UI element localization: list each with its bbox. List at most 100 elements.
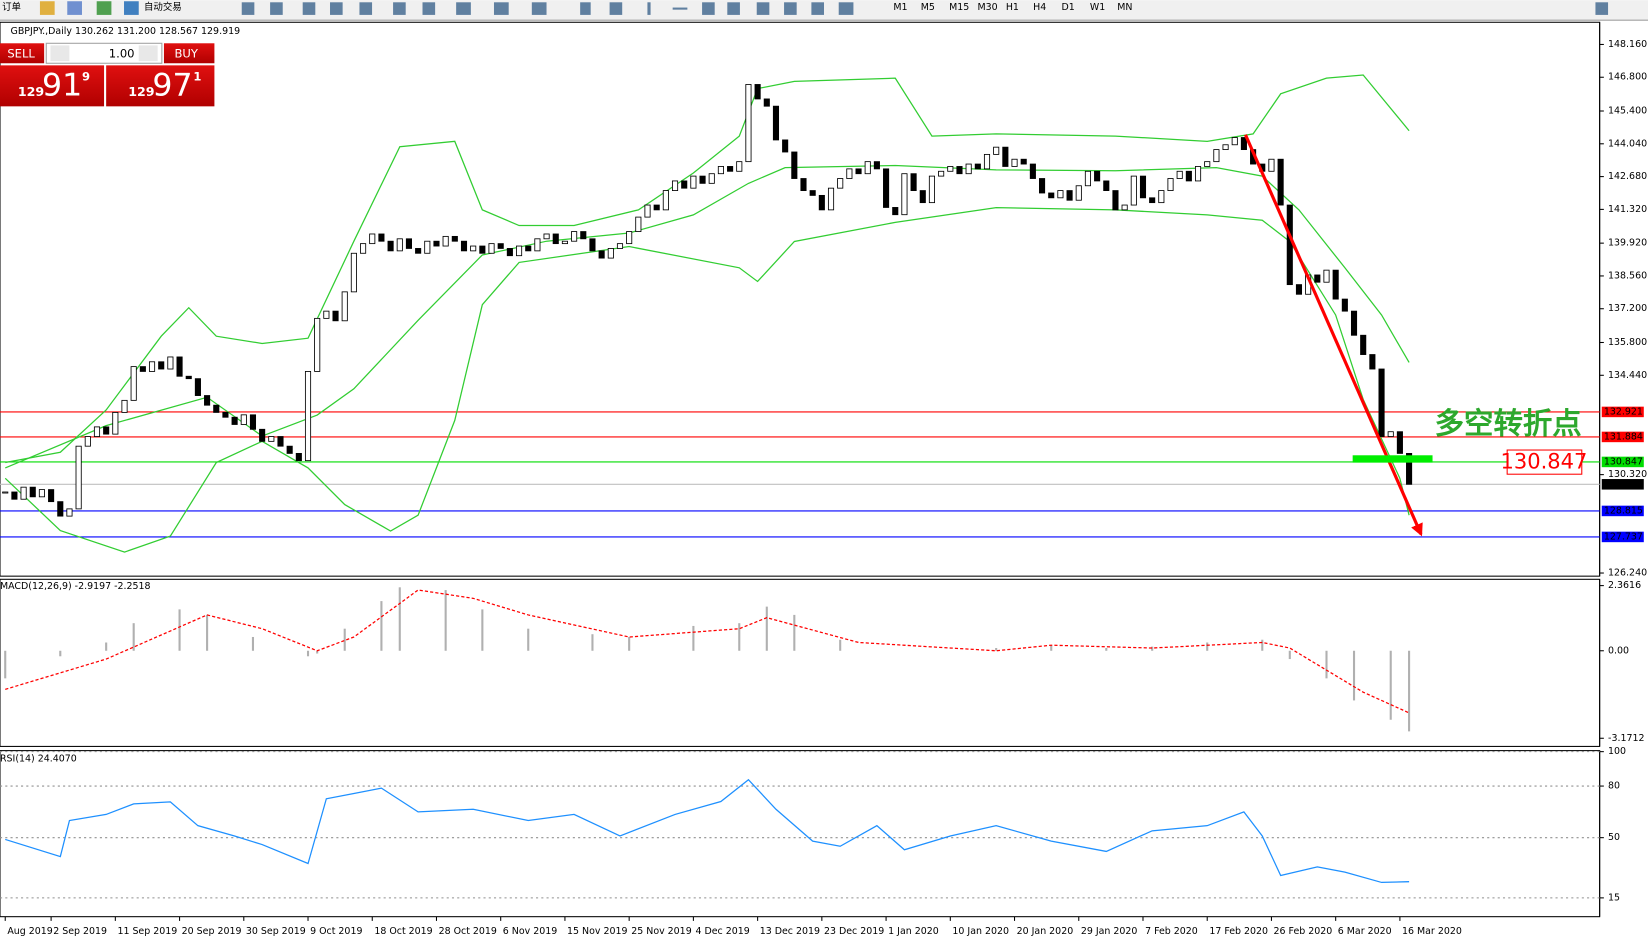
price-level-box — [1601, 505, 1644, 517]
icon[interactable] — [647, 2, 651, 15]
icon[interactable] — [756, 2, 770, 15]
candle — [1139, 175, 1147, 199]
lots-value[interactable]: 1.00 — [109, 46, 135, 60]
indicator-line — [5, 74, 1410, 464]
candle — [855, 168, 862, 175]
timeframe-button[interactable]: M5 — [921, 2, 935, 13]
icon[interactable] — [241, 2, 255, 15]
buy-button[interactable] — [163, 43, 215, 64]
bid-big-figure: 129 — [18, 84, 44, 99]
candle — [827, 187, 835, 211]
candle — [1130, 175, 1137, 206]
icon[interactable] — [302, 2, 316, 15]
icon[interactable] — [39, 1, 55, 15]
candle — [93, 426, 101, 437]
icon[interactable] — [124, 1, 139, 15]
icon[interactable] — [393, 2, 406, 15]
candle — [1066, 190, 1073, 201]
candle — [717, 166, 724, 175]
buy-label[interactable]: BUY — [174, 46, 198, 60]
timeframe-button[interactable]: H1 — [1006, 2, 1019, 13]
icon[interactable] — [493, 2, 509, 15]
icon[interactable] — [67, 1, 82, 15]
icon[interactable] — [672, 7, 688, 10]
timeframe-button[interactable]: W1 — [1090, 2, 1105, 13]
icon[interactable] — [702, 2, 715, 15]
x-tick-label: 15 Nov 2019 — [567, 926, 627, 937]
x-tick-label: 20 Sep 2019 — [182, 926, 242, 937]
candle — [754, 84, 761, 100]
annotation: 多空转折点 — [1435, 406, 1582, 440]
candle — [644, 204, 651, 218]
lots-input[interactable] — [45, 42, 163, 64]
x-tick-label: 26 Feb 2020 — [1274, 926, 1333, 937]
icon[interactable] — [359, 2, 373, 15]
icon[interactable] — [609, 2, 623, 15]
candle — [1341, 298, 1348, 312]
candle — [552, 233, 559, 245]
candle — [616, 243, 624, 249]
timeframe-button[interactable]: D1 — [1062, 2, 1075, 13]
candle — [148, 361, 156, 372]
icon[interactable] — [531, 2, 547, 15]
lots-down[interactable] — [50, 45, 70, 62]
candle — [1240, 137, 1247, 151]
candle — [268, 436, 275, 442]
bid-box[interactable] — [0, 65, 105, 107]
timeframe-button[interactable]: M1 — [893, 2, 907, 13]
sell-label[interactable]: SELL — [7, 46, 35, 60]
candle — [497, 243, 504, 249]
candle — [516, 245, 523, 257]
icon[interactable] — [727, 2, 740, 15]
y-tick-label: 0.00 — [1608, 645, 1629, 656]
candle — [580, 231, 587, 240]
candle — [763, 98, 770, 107]
sell-button[interactable] — [0, 43, 45, 64]
candle — [167, 356, 174, 370]
timeframe-button[interactable]: MN — [1117, 2, 1132, 13]
candle — [259, 428, 266, 442]
auto-trade-button[interactable]: 自动交易 — [144, 1, 182, 13]
timeframe-button[interactable]: H4 — [1033, 2, 1046, 13]
icon[interactable] — [1595, 2, 1609, 15]
ask-box[interactable] — [106, 65, 215, 107]
order-button[interactable]: 订单 — [2, 1, 21, 13]
icon[interactable] — [580, 2, 591, 15]
candle — [1350, 310, 1358, 336]
candle — [607, 248, 614, 259]
candle — [956, 166, 963, 175]
timeframe-button[interactable]: M30 — [977, 2, 997, 13]
icon[interactable] — [96, 1, 112, 15]
trend-arrow — [1244, 134, 1423, 537]
candle — [947, 166, 954, 172]
candle — [626, 231, 633, 245]
timeframe-button[interactable]: M15 — [949, 2, 969, 13]
price-level-label: 128.815 — [1604, 505, 1643, 516]
icon[interactable] — [422, 2, 436, 15]
candle — [800, 178, 807, 191]
y-tick-label: 145.400 — [1608, 106, 1647, 117]
candle — [38, 489, 45, 498]
x-tick-label: 18 Oct 2019 — [374, 926, 432, 937]
candle — [240, 414, 247, 425]
icon[interactable] — [330, 2, 343, 15]
icon[interactable] — [270, 2, 283, 15]
price-level-box — [1601, 406, 1644, 418]
icon[interactable] — [456, 2, 471, 15]
icon[interactable] — [838, 2, 854, 15]
candle — [1029, 163, 1036, 179]
lots-up[interactable] — [138, 45, 158, 62]
candle — [1002, 146, 1009, 167]
rsi-panel — [0, 750, 1601, 918]
macd-title: MACD(12,26,9) -2.9197 -2.2518 — [0, 581, 151, 592]
candle — [699, 175, 706, 184]
icon[interactable] — [811, 2, 824, 15]
candle — [323, 310, 330, 319]
candle — [295, 452, 302, 462]
y-tick-label: 50 — [1608, 832, 1620, 843]
trade-panel: SELL 1.00 BUY 129 91 9 129 97 1 — [0, 42, 215, 107]
candle — [387, 240, 394, 252]
candle — [341, 291, 348, 322]
candle — [1075, 185, 1082, 201]
icon[interactable] — [784, 2, 797, 15]
